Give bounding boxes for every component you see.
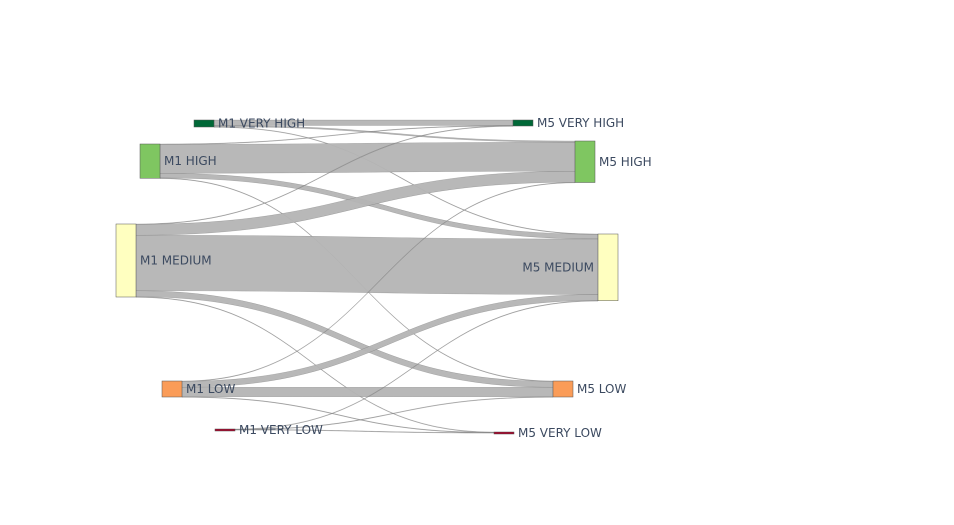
sankey-node-m5-medium[interactable] [597,233,619,301]
sankey-node-m5-very-high[interactable] [512,119,534,127]
sankey-node-label-m1-medium: M1 MEDIUM [140,254,212,268]
sankey-node-label-m5-low: M5 LOW [577,382,627,396]
sankey-node-m5-very-low[interactable] [493,431,515,435]
sankey-node-m1-low[interactable] [161,380,183,398]
sankey-node-label-m5-medium: M5 MEDIUM [522,260,594,274]
sankey-node-label-m5-very-low: M5 VERY LOW [518,426,602,440]
sankey-node-label-m5-very-high: M5 VERY HIGH [537,116,624,130]
sankey-node-m1-very-high[interactable] [193,119,215,128]
sankey-node-m1-very-low[interactable] [214,428,236,432]
sankey-link-m1-medium-to-m5-very-low[interactable] [135,296,495,433]
sankey-link-m1-low-to-m5-low[interactable] [181,387,554,397]
sankey-node-label-m1-very-low: M1 VERY LOW [239,423,323,437]
nodes-layer [115,119,619,435]
sankey-node-label-m1-very-high: M1 VERY HIGH [218,117,305,131]
sankey-link-m1-low-to-m5-very-low[interactable] [181,396,495,434]
sankey-node-m1-high[interactable] [139,143,161,179]
sankey-node-m5-high[interactable] [574,140,596,183]
sankey-node-label-m1-high: M1 HIGH [164,154,217,168]
sankey-node-m1-medium[interactable] [115,223,137,298]
sankey-link-m1-high-to-m5-high[interactable] [159,142,576,174]
sankey-node-m5-low[interactable] [552,380,574,398]
sankey-node-label-m5-high: M5 HIGH [599,155,652,169]
labels-layer: M1 VERY HIGH M1 HIGH M1 MEDIUM M1 LOW M1 VER… [140,116,652,440]
sankey-link-m1-high-to-m5-very-high[interactable] [159,125,514,145]
sankey-node-label-m1-low: M1 LOW [186,382,236,396]
sankey-link-m1-very-low-to-m5-medium[interactable] [234,300,599,430]
sankey-link-m1-medium-to-m5-high[interactable] [135,171,576,236]
sankey-link-m1-very-low-to-m5-low[interactable] [234,396,554,431]
sankey-link-m1-low-to-m5-high[interactable] [181,182,576,382]
sankey-link-m1-medium-to-m5-very-high[interactable] [135,125,514,225]
